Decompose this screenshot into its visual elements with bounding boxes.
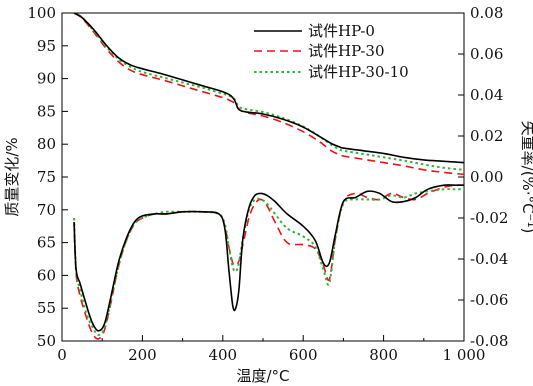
right-tick-label: 0.06 [470,45,503,63]
x-tick-label: 800 [369,346,398,364]
x-tick-label: 200 [128,346,157,364]
left-tick-label: 85 [37,102,56,120]
left-tick-label: 75 [37,168,56,186]
right-tick-label: 0.00 [470,168,503,186]
left-tick-label: 65 [37,234,56,252]
left-tick-label: 55 [37,299,56,317]
series-line-dtg-hp-30 [73,184,465,340]
legend-label-hp-30-10: 试件HP-30-10 [308,63,409,81]
left-tick-label: 60 [37,266,56,284]
series-line-dtg-hp-0 [73,184,464,332]
left-tick-label: 70 [37,201,56,219]
right-axis-label: 失重率/(%·°C⁻¹) [519,121,533,234]
series-line-tg-hp-30-10 [73,12,465,171]
legend: 试件HP-0 试件HP-30 试件HP-30-10 [254,22,409,81]
series-line-tg-hp-0 [73,12,465,164]
x-axis-ticks: 0 200 400 600 800 1 000 [57,335,485,364]
legend-label-hp-0: 试件HP-0 [308,22,375,40]
right-tick-label: -0.08 [470,332,508,350]
legend-label-hp-30: 试件HP-30 [308,42,385,60]
right-axis-ticks: -0.08 -0.06 -0.04 -0.02 0.00 0.02 0.04 0.06 0.08 [458,4,508,350]
series-layer [73,12,465,340]
x-tick-label: 0 [57,346,67,364]
left-tick-label: 100 [27,4,56,22]
x-tick-label: 400 [208,346,237,364]
x-axis-label: 温度/°C [236,367,289,385]
left-tick-label: 50 [37,332,56,350]
right-tick-label: -0.06 [470,291,508,309]
x-tick-label: 1 000 [443,346,486,364]
series-line-tg-hp-30 [73,12,465,176]
right-tick-label: -0.02 [470,209,508,227]
right-tick-label: 0.08 [470,4,503,22]
x-tick-label: 600 [289,346,318,364]
right-tick-label: 0.02 [470,127,503,145]
left-axis-label: 质量变化/% [3,137,21,216]
left-tick-label: 95 [37,37,56,55]
left-tick-label: 90 [37,70,56,88]
left-tick-label: 80 [37,135,56,153]
right-tick-label: 0.04 [470,86,503,104]
left-axis-ticks: 50 55 60 65 70 75 80 85 90 95 100 [27,4,68,350]
right-tick-label: -0.04 [470,250,508,268]
